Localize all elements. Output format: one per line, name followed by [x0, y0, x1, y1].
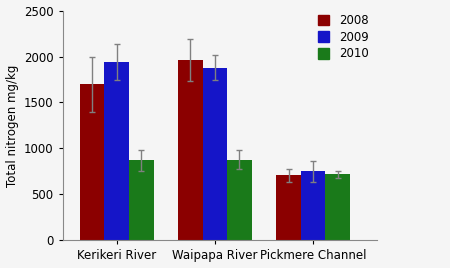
Y-axis label: Total nitrogen mg/kg: Total nitrogen mg/kg [5, 64, 18, 187]
Legend: 2008, 2009, 2010: 2008, 2009, 2010 [315, 12, 371, 63]
Bar [227, 159, 252, 240]
Bar [325, 174, 350, 240]
Bar [80, 84, 104, 240]
Bar [129, 161, 153, 240]
Bar [301, 172, 325, 240]
Bar [178, 60, 202, 240]
Bar [104, 62, 129, 240]
Bar [276, 175, 301, 240]
Bar [202, 68, 227, 240]
